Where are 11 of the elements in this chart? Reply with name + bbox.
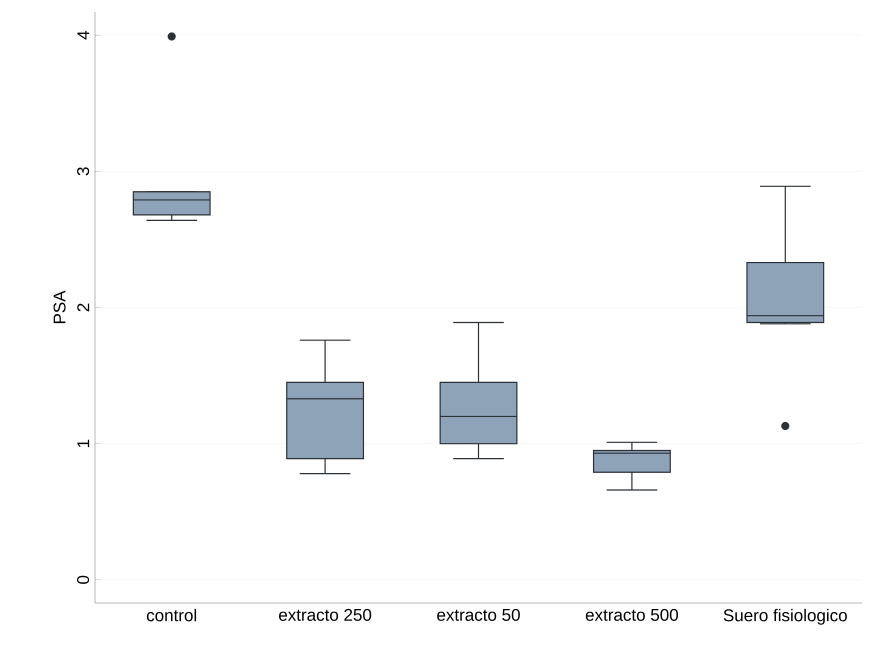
x-tick-label: extracto 500 bbox=[586, 608, 678, 621]
y-tick-label: 1 bbox=[77, 440, 90, 448]
y-tick-label: 3 bbox=[77, 167, 90, 176]
y-tick-label: 4 bbox=[77, 30, 90, 40]
x-tick-label: extracto 50 bbox=[437, 608, 520, 621]
x-tick-label: extracto 250 bbox=[279, 608, 372, 621]
x-tick-label: Suero fisiologico bbox=[724, 608, 847, 625]
x-tick-label: control bbox=[146, 608, 196, 622]
y-tick-label: 0 bbox=[77, 576, 90, 584]
y-tick-label: 2 bbox=[77, 304, 90, 312]
y-axis-title: PSA bbox=[54, 290, 66, 324]
